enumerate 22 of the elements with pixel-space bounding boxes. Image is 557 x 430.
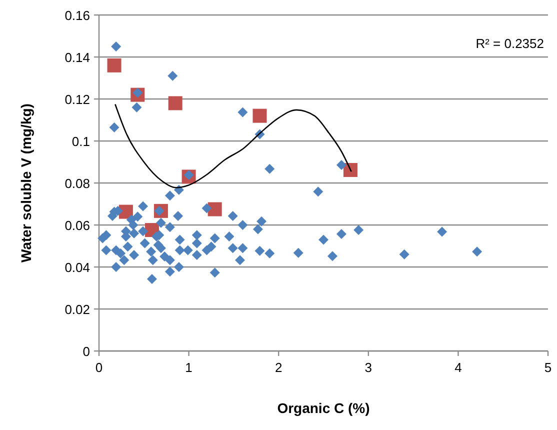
x-tick-label: 0 bbox=[95, 360, 103, 375]
x-tick-label: 1 bbox=[185, 360, 192, 375]
x-tick-label: 2 bbox=[274, 360, 282, 375]
x-tick-label: 4 bbox=[454, 360, 462, 375]
y-tick-label: 0.12 bbox=[64, 92, 90, 107]
y-tick-label: 0.14 bbox=[64, 50, 90, 65]
y-tick-label: 0.16 bbox=[64, 8, 90, 23]
y-tick-label: 0.02 bbox=[64, 302, 90, 317]
x-axis-title: Organic C (%) bbox=[277, 400, 370, 416]
y-axis-title: Water soluble V (mg/kg) bbox=[18, 104, 34, 262]
point bbox=[208, 202, 222, 216]
y-tick-label: 0 bbox=[82, 344, 90, 359]
point bbox=[107, 58, 122, 72]
y-tick-label: 0.04 bbox=[64, 260, 90, 275]
y-tick-label: 0.06 bbox=[64, 218, 90, 233]
y-tick-label: 0.08 bbox=[64, 176, 90, 191]
annotation: R² = 0.2352 bbox=[476, 36, 544, 51]
x-tick-label: 3 bbox=[364, 360, 372, 375]
y-tick-label: 0.1 bbox=[72, 134, 90, 149]
x-tick-label: 5 bbox=[544, 360, 552, 375]
point bbox=[168, 96, 182, 110]
point bbox=[252, 108, 267, 123]
